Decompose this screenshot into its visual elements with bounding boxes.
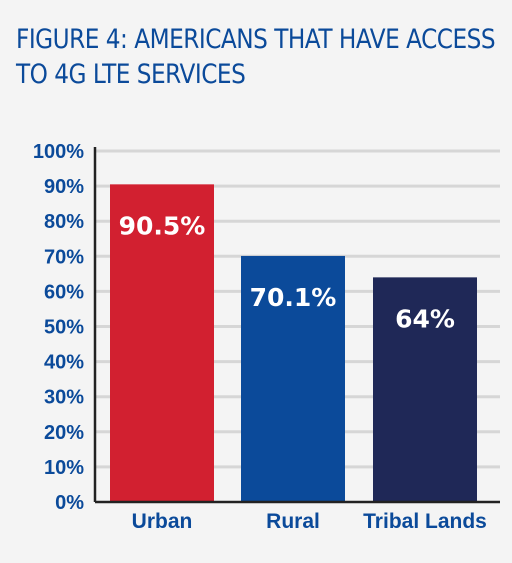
y-tick-label: 100% bbox=[33, 141, 84, 163]
chart-title-line-1: FIGURE 4: AMERICANS THAT HAVE ACCESS bbox=[16, 24, 496, 55]
x-category-label: Urban bbox=[132, 510, 193, 533]
y-tick-label: 20% bbox=[44, 422, 84, 444]
y-tick-label: 80% bbox=[44, 211, 84, 233]
y-tick-label: 10% bbox=[44, 457, 84, 479]
y-tick-label: 70% bbox=[44, 246, 84, 268]
bar-rural bbox=[241, 255, 345, 502]
axes bbox=[93, 147, 500, 504]
y-tick-label: 60% bbox=[44, 281, 84, 303]
y-tick-label: 50% bbox=[44, 317, 84, 339]
y-tick-label: 0% bbox=[55, 492, 84, 514]
bar-tribal-lands bbox=[373, 277, 477, 502]
y-tick-label: 90% bbox=[44, 176, 84, 198]
y-tick-label: 30% bbox=[44, 387, 84, 409]
data-label: 64% bbox=[395, 304, 455, 333]
chart-title: FIGURE 4: AMERICANS THAT HAVE ACCESS TO … bbox=[16, 22, 496, 92]
labels: 0% 10% 20% 30% 40% 50% 60% 70% 80% 90% 100% 90.5% Ur… bbox=[33, 141, 487, 533]
data-label: 90.5% bbox=[119, 211, 206, 240]
bar-urban bbox=[110, 184, 214, 502]
chart-title-line-2: TO 4G LTE SERVICES bbox=[16, 59, 246, 90]
bars bbox=[110, 184, 477, 502]
x-category-label: Rural bbox=[266, 510, 320, 533]
y-tick-label: 40% bbox=[44, 352, 84, 374]
x-category-label: Tribal Lands bbox=[363, 510, 487, 533]
data-label: 70.1% bbox=[250, 283, 337, 312]
